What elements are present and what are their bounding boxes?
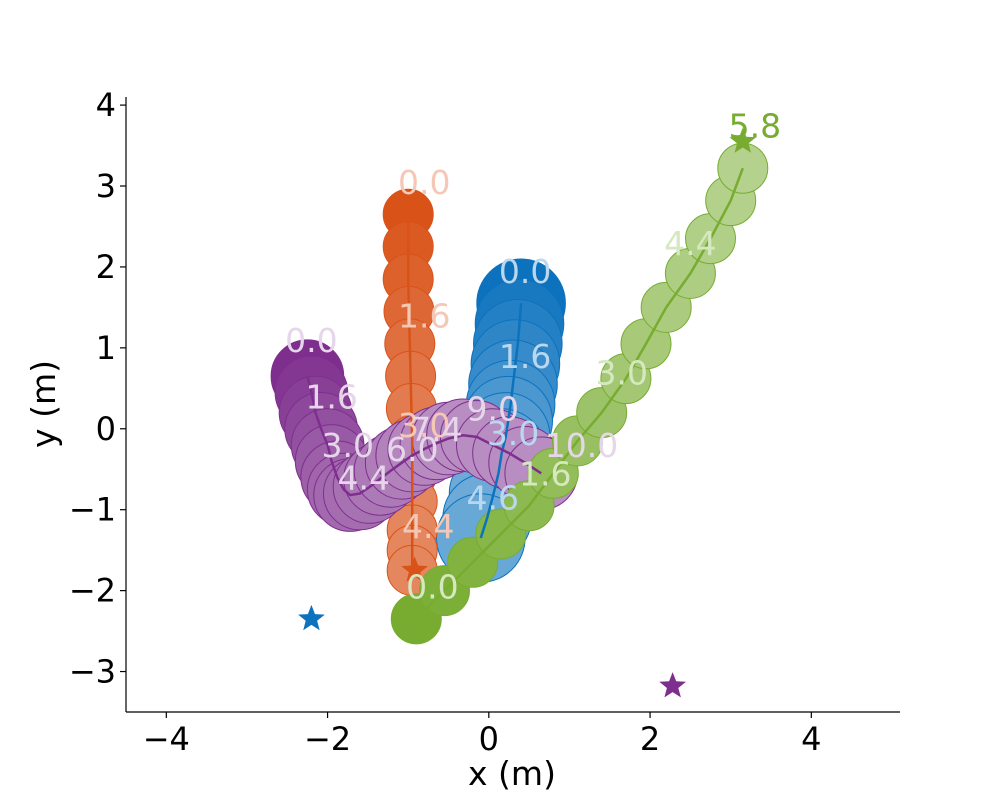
agent-3-time-label: 10.0 <box>545 426 618 465</box>
x-axis-title: x (m) <box>468 754 556 793</box>
agent-4-trajectory-line <box>415 167 744 620</box>
agent-4-time-label: 1.6 <box>519 454 571 493</box>
agent-3-time-label: 6.0 <box>386 430 438 469</box>
axis-ticks: −4 −2 0 2 4 −3 −2 −1 0 1 2 3 4 <box>69 86 822 758</box>
agent-3-time-label: 0.0 <box>285 321 337 360</box>
y-tick-label: 0 <box>96 410 116 448</box>
agent-3-time-label: 7.4 <box>410 410 462 449</box>
time-labels: 0.01.63.04.60.01.63.04.40.01.63.04.46.07… <box>285 107 781 607</box>
agent-1-time-label: 4.6 <box>467 479 519 518</box>
y-tick-label: 3 <box>96 167 116 205</box>
agent-4-time-label: 0.0 <box>406 568 458 607</box>
x-tick-label: 4 <box>801 720 821 758</box>
agent-4-goal-star-icon <box>729 127 757 153</box>
agent-3-time-label: 1.6 <box>305 378 357 417</box>
x-tick-label: −4 <box>143 720 190 758</box>
agent-1-goal-star-icon <box>298 604 325 631</box>
goal-markers <box>298 127 757 698</box>
x-tick-label: 0 <box>479 720 499 758</box>
agent-1-time-label: 3.0 <box>487 414 539 453</box>
y-tick-label: 2 <box>96 248 116 286</box>
agent-1-time-label: 0.0 <box>499 252 551 291</box>
agent-2-time-label: 1.6 <box>398 297 450 336</box>
agent-4-time-label: 4.4 <box>664 224 716 263</box>
agent-3-time-label: 4.4 <box>338 459 390 498</box>
y-axis-title: y (m) <box>24 360 63 448</box>
agent-2-goal-star-icon <box>401 556 428 582</box>
axes: −4 −2 0 2 4 −3 −2 −1 0 1 2 3 4 x (m) y (m) <box>24 86 900 793</box>
y-tick-label: 4 <box>96 86 116 124</box>
agent-2-time-label: 4.4 <box>402 507 454 546</box>
x-tick-label: −2 <box>304 720 351 758</box>
agent-3-time-label: 9.0 <box>467 390 519 429</box>
agent-4-time-label: 5.8 <box>729 107 781 146</box>
agent-3-goal-star-icon <box>659 672 686 698</box>
y-tick-label: −1 <box>69 491 116 529</box>
y-tick-label: −2 <box>69 572 116 610</box>
agent-1-time-label: 1.6 <box>499 337 551 376</box>
agent-2-trajectory-line <box>406 214 414 571</box>
agent-4-time-label: 3.0 <box>596 353 648 392</box>
y-tick-label: 1 <box>96 329 116 367</box>
agent-3-trajectory-line <box>306 375 542 497</box>
x-tick-label: 2 <box>640 720 660 758</box>
agent-3-time-label: 3.0 <box>321 426 373 465</box>
agent-1-trajectory-line <box>479 303 523 539</box>
trajectory-paths <box>306 167 744 620</box>
y-tick-label: −3 <box>69 653 116 691</box>
agent-2-time-label: 3.0 <box>398 406 450 445</box>
agent-2-time-label: 0.0 <box>398 163 450 202</box>
